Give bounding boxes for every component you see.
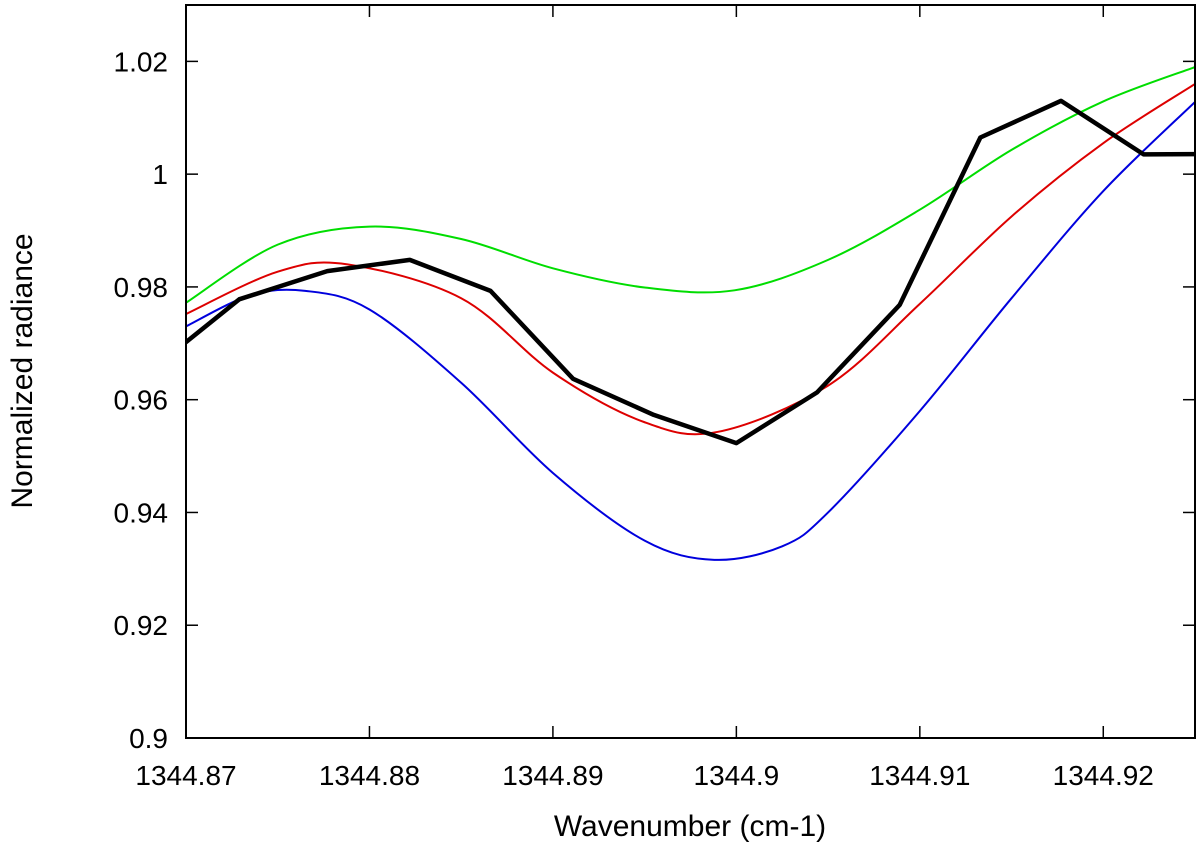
y-tick-label: 1.02 [114, 46, 169, 77]
series-line [186, 82, 1195, 436]
x-tick-label: 1344.9 [694, 760, 780, 791]
axis-layer: 1344.87 1344.88 1344.89 1344.9 1344.91 1344.9… [114, 5, 1195, 791]
x-axis-title: Wavenumber (cm-1) [554, 810, 826, 843]
x-tick-label: 1344.91 [869, 760, 970, 791]
y-axis-title: Normalized radiance [6, 233, 39, 508]
y-tick-label: 0.94 [114, 497, 169, 528]
y-tick-label: 0.98 [114, 272, 169, 303]
series-line [186, 66, 1195, 304]
x-tick-label: 1344.92 [1053, 760, 1154, 791]
x-tick-label: 1344.89 [502, 760, 603, 791]
series-layer [186, 66, 1195, 561]
y-tick-label: 0.92 [114, 610, 169, 641]
x-tick-label: 1344.88 [319, 760, 420, 791]
plot-frame [185, 4, 1196, 739]
series-line [186, 98, 1195, 446]
y-tick-label: 0.96 [114, 385, 169, 416]
y-tick-label: 0.9 [129, 723, 168, 754]
y-tick-label: 1 [152, 159, 168, 190]
x-tick-label: 1344.87 [135, 760, 236, 791]
series-line [186, 100, 1195, 561]
